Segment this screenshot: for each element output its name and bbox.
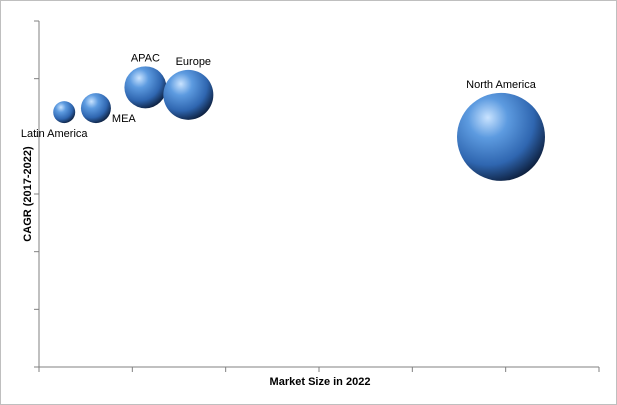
bubble-label-mea: MEA xyxy=(112,113,137,125)
bubble-label-apac: APAC xyxy=(131,52,160,64)
bubble-latin-america xyxy=(53,101,76,124)
bubble-mea xyxy=(80,93,111,124)
bubble-north-america xyxy=(457,92,545,181)
bubble-label-latin-america: Latin America xyxy=(21,128,89,140)
bubble-labels: Latin America MEA APAC Europe North America xyxy=(21,52,537,140)
x-axis-title: Market Size in 2022 xyxy=(270,376,371,388)
y-axis-title: CAGR (2017-2022) xyxy=(22,146,34,242)
bubble-label-europe: Europe xyxy=(176,56,211,68)
bubble-europe xyxy=(163,69,214,120)
bubble-label-north-america: North America xyxy=(466,79,537,91)
bubble-series xyxy=(53,66,545,181)
bubble-apac xyxy=(124,66,167,109)
axes xyxy=(34,20,600,372)
axis-ticks xyxy=(34,20,600,372)
